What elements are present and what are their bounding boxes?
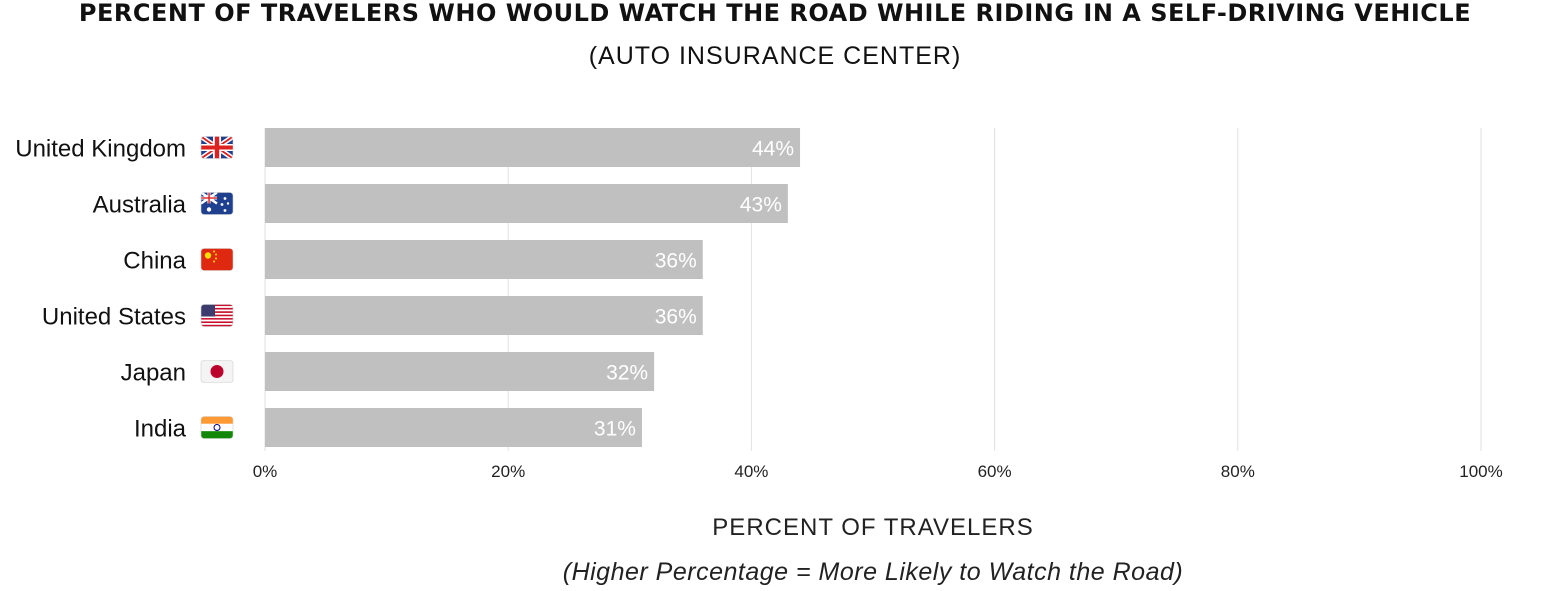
category-label: India (134, 416, 187, 443)
category-labels: United Kingdom Australia China United State… (15, 136, 234, 443)
category-label: United Kingdom (15, 136, 186, 163)
bar-value-label: 36% (655, 306, 697, 329)
bar (265, 352, 655, 391)
grid-lines (264, 128, 1482, 451)
x-tick-label: 80% (1221, 462, 1255, 481)
x-tick-label: 40% (734, 462, 768, 481)
bar (265, 128, 801, 167)
bar (265, 184, 788, 223)
bar (265, 240, 703, 279)
flag-jp-icon (200, 360, 234, 383)
flag-us-icon (200, 304, 234, 327)
bar-value-label: 43% (740, 194, 782, 217)
chart-note: (Higher Percentage = More Likely to Watc… (562, 558, 1184, 586)
category-label: Japan (121, 360, 186, 387)
bar (265, 296, 703, 335)
flag-cn-icon (200, 248, 234, 271)
bar-value-label: 32% (606, 362, 648, 385)
x-tick-label: 60% (978, 462, 1012, 481)
bars: 44% 43% 36% 36% 32% 31% (265, 128, 801, 447)
x-axis-title: PERCENT OF TRAVELERS (712, 514, 1034, 541)
x-tick-label: 0% (253, 462, 278, 481)
flag-in-icon (200, 416, 234, 439)
x-axis-ticks: 0% 20% 40% 60% 80% 100% (253, 462, 1503, 481)
flag-gb-icon (200, 136, 234, 159)
bar-value-label: 44% (752, 138, 794, 161)
category-label: China (123, 248, 186, 275)
category-label: Australia (93, 192, 187, 219)
bar-value-label: 36% (655, 250, 697, 273)
flag-au-icon (200, 192, 234, 215)
x-tick-label: 20% (491, 462, 525, 481)
bar-value-label: 31% (594, 418, 636, 441)
bar (265, 408, 642, 447)
chart-subtitle: (AUTO INSURANCE CENTER) (588, 42, 962, 70)
chart-title: PERCENT OF TRAVELERS WHO WOULD WATCH THE… (78, 0, 1472, 27)
x-tick-label: 100% (1459, 462, 1502, 481)
category-label: United States (42, 304, 186, 331)
